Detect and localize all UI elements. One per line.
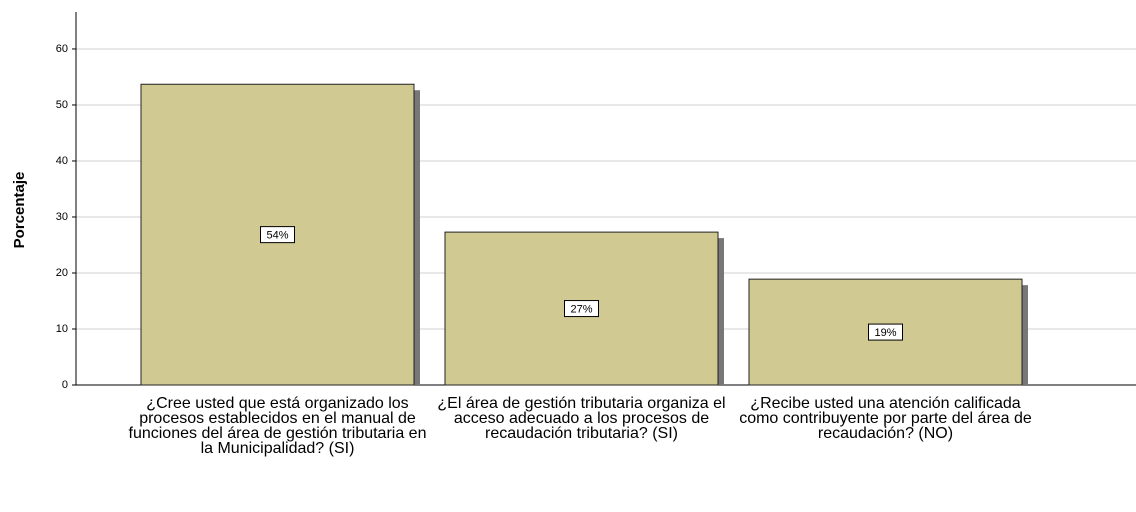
value-label-box (868, 323, 903, 341)
value-label: 19% (874, 327, 896, 339)
x-tick-label: ¿Recibe usted una atención calificada co… (739, 395, 1032, 442)
y-tick-label: 60 (56, 43, 68, 55)
y-tick-label: 40 (56, 155, 68, 167)
y-tick-label: 50 (56, 99, 68, 111)
x-tick-label: ¿Cree usted que está organizado los proc… (128, 395, 427, 457)
y-tick-label: 0 (62, 379, 68, 391)
value-label: 27% (570, 303, 592, 315)
y-axis-label: Porcentaje (11, 172, 28, 249)
y-tick-label: 10 (56, 323, 68, 335)
y-tick-label: 30 (56, 211, 68, 223)
y-tick-label: 20 (56, 267, 68, 279)
value-label: 54% (266, 230, 288, 242)
x-tick-label: ¿El área de gestión tributaria organiza … (437, 395, 726, 442)
value-label-box (564, 300, 599, 318)
value-label-box (260, 226, 295, 244)
